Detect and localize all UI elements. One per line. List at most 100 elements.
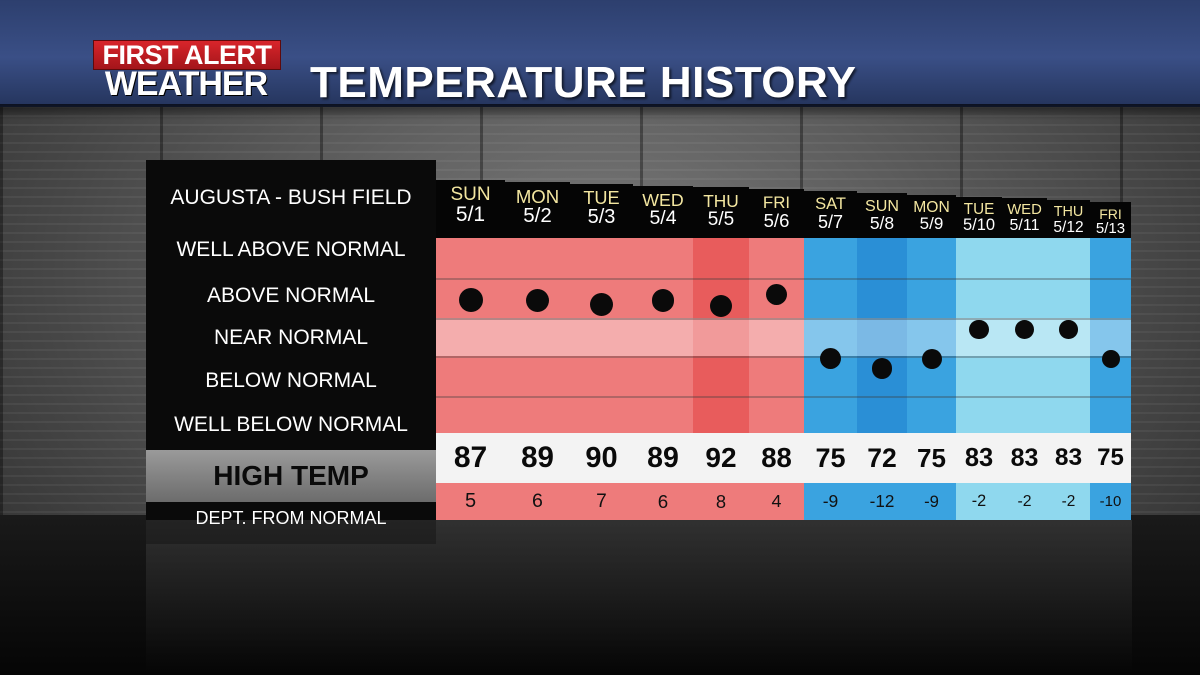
day-category-bands [1047,238,1090,433]
day-date: 5/6 [763,210,790,232]
day-column: TUE 5/3 90 7 [570,180,633,520]
day-date: 5/5 [707,208,735,230]
departure-value: -10 [1090,483,1131,520]
day-header: FRI 5/13 [1090,202,1131,238]
high-temp-value: 83 [1047,433,1090,483]
high-temp-value: 75 [1090,433,1131,483]
category-divider [505,278,570,280]
category-divider [956,396,1002,398]
category-divider [570,278,633,280]
departure-value: 7 [570,483,633,520]
high-temp-value: 75 [804,433,857,483]
day-category-bands [570,238,633,433]
category-divider [633,318,693,320]
high-temp-value: 88 [749,433,804,483]
temp-marker-dot [525,288,550,313]
departure-value: -9 [907,483,956,520]
departure-value: -2 [956,483,1002,520]
category-divider [436,318,505,320]
category-divider [1002,318,1047,320]
day-header: WED 5/11 [1002,198,1047,238]
category-divider [956,356,1002,358]
near-normal-band [505,318,570,356]
day-date: 5/3 [587,205,616,228]
category-divider [907,396,956,398]
day-column: THU 5/5 92 8 [693,180,749,520]
category-divider [1090,396,1131,398]
day-category-bands [436,238,505,433]
day-column: WED 5/11 83 -2 [1002,180,1047,520]
day-header: SUN 5/1 [436,180,505,238]
category-divider [693,318,749,320]
day-category-bands [1002,238,1047,433]
day-date: 5/2 [523,204,552,228]
category-above: ABOVE NORMAL [206,284,376,307]
high-temp-value: 83 [956,433,1002,483]
high-temp-value: 83 [1002,433,1047,483]
reflection-sheen [146,520,1132,675]
departure-value: 4 [749,483,804,520]
day-date: 5/8 [869,212,895,233]
high-temp-value: 90 [570,433,633,483]
high-temp-value: 89 [505,433,570,483]
day-name: SUN [865,196,899,215]
day-category-bands [633,238,693,433]
departure-value: 6 [633,483,693,520]
day-name: SAT [815,195,846,213]
day-date: 5/10 [962,215,996,234]
category-divider [436,396,505,398]
category-divider [505,318,570,320]
day-header: FRI 5/6 [749,189,804,238]
header-shadow [0,104,1200,120]
day-category-bands [804,238,857,433]
departure-value: -9 [804,483,857,520]
day-header: SUN 5/8 [857,192,907,238]
day-column: FRI 5/13 75 -10 [1090,180,1131,520]
departure-value: -12 [857,483,907,520]
category-well-above: WELL ABOVE NORMAL [176,238,406,261]
departure-value: 6 [505,483,570,520]
temp-marker-dot [1101,349,1120,368]
day-column: MON 5/9 75 -9 [907,180,956,520]
category-divider [693,396,749,398]
day-header: THU 5/5 [693,187,749,238]
temp-marker-dot [969,319,989,340]
day-header: TUE 5/3 [570,183,633,238]
category-divider [804,396,857,398]
day-category-bands [1090,238,1131,433]
category-divider [804,318,857,320]
category-divider [1090,318,1131,320]
near-normal-band [570,318,633,356]
temp-marker-dot [1059,320,1078,339]
category-divider [1090,278,1131,280]
temp-marker-dot [921,348,942,369]
day-name: MON [913,198,950,216]
category-divider [570,356,633,358]
category-divider [804,278,857,280]
category-divider [570,396,633,398]
logo-weather: WEATHER [104,65,268,103]
high-temp-value: 87 [436,433,505,483]
category-divider [749,396,804,398]
day-date: 5/7 [817,211,844,232]
category-divider [693,356,749,358]
category-divider [505,396,570,398]
day-column: WED 5/4 89 6 [633,180,693,520]
category-divider [749,318,804,320]
category-divider [956,318,1002,320]
category-divider [436,356,505,358]
location-label: AUGUSTA - BUSH FIELD [170,186,412,209]
day-date: 5/11 [1009,217,1040,235]
category-divider [907,318,956,320]
day-header: TUE 5/10 [956,196,1002,238]
high-temp-value: 75 [907,433,956,483]
day-name: WED [1007,202,1042,219]
day-column: SUN 5/1 87 5 [436,180,505,520]
temp-marker-dot [871,358,893,379]
temp-marker-dot [651,289,675,312]
near-normal-band [693,318,749,356]
category-divider [857,318,907,320]
temp-marker-dot [710,295,732,318]
day-column: MON 5/2 89 6 [505,180,570,520]
day-name: FRI [1099,206,1122,222]
